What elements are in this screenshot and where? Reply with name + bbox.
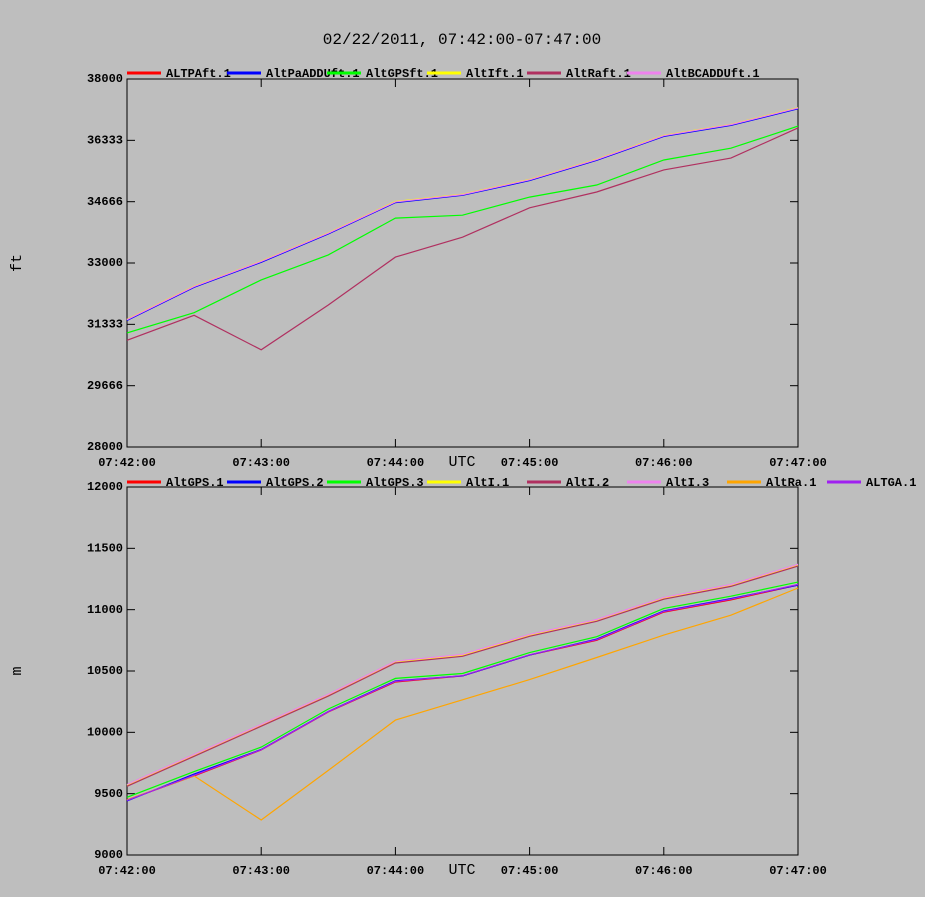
legend-label: AltRaft.1 [566, 67, 631, 81]
x-axis-label: UTC [448, 862, 475, 879]
x-tick-label: 07:44:00 [367, 456, 425, 470]
y-tick-label: 36333 [87, 134, 123, 148]
y-tick-label: 28000 [87, 440, 123, 454]
x-tick-label: 07:43:00 [232, 864, 290, 878]
y-tick-label: 10500 [87, 664, 123, 678]
y-tick-label: 11000 [87, 603, 123, 617]
data-line [126, 127, 799, 351]
x-tick-label: 07:42:00 [98, 456, 156, 470]
legend-label: AltPaADDUft.1 [266, 67, 360, 81]
x-tick-label: 07:47:00 [769, 864, 827, 878]
y-tick-label: 29666 [87, 379, 123, 393]
y-axis-label: ft [9, 254, 26, 272]
data-line [126, 563, 799, 786]
y-tick-label: 12000 [87, 480, 123, 494]
data-line [126, 125, 799, 334]
x-tick-label: 07:46:00 [635, 456, 693, 470]
x-axis-label: UTC [448, 454, 475, 471]
x-tick-label: 07:46:00 [635, 864, 693, 878]
legend-label: AltIft.1 [466, 67, 524, 81]
x-tick-label: 07:47:00 [769, 456, 827, 470]
x-tick-label: 07:43:00 [232, 456, 290, 470]
legend-label: AltGPSft.1 [366, 67, 438, 81]
x-tick-label: 07:45:00 [501, 864, 559, 878]
y-tick-label: 31333 [87, 318, 123, 332]
y-tick-label: 11500 [87, 542, 123, 556]
legend-label: ALTGA.1 [866, 476, 916, 490]
legend-label: AltRa.1 [766, 476, 816, 490]
data-line [126, 587, 799, 821]
data-line [126, 565, 799, 787]
y-tick-label: 9500 [94, 787, 123, 801]
legend-label: AltGPS.2 [266, 476, 324, 490]
chart-title: 02/22/2011, 07:42:00-07:47:00 [323, 31, 601, 49]
y-tick-label: 38000 [87, 72, 123, 86]
y-tick-label: 33000 [87, 256, 123, 270]
data-line [126, 108, 799, 321]
y-tick-label: 9000 [94, 848, 123, 862]
y-tick-label: 10000 [87, 726, 123, 740]
x-tick-label: 07:42:00 [98, 864, 156, 878]
data-line [126, 583, 799, 801]
y-tick-label: 34666 [87, 195, 123, 209]
legend-label: ALTPAft.1 [166, 67, 231, 81]
legend-label: AltI.1 [466, 476, 509, 490]
x-tick-label: 07:44:00 [367, 864, 425, 878]
legend-label: AltI.2 [566, 476, 609, 490]
data-line [126, 107, 799, 321]
x-tick-label: 07:45:00 [501, 456, 559, 470]
y-axis-label: m [9, 666, 26, 675]
legend-label: AltGPS.1 [166, 476, 224, 490]
legend-label: AltGPS.3 [366, 476, 424, 490]
legend-label: AltI.3 [666, 476, 709, 490]
data-line [126, 581, 799, 798]
legend-label: AltBCADDUft.1 [666, 67, 760, 81]
